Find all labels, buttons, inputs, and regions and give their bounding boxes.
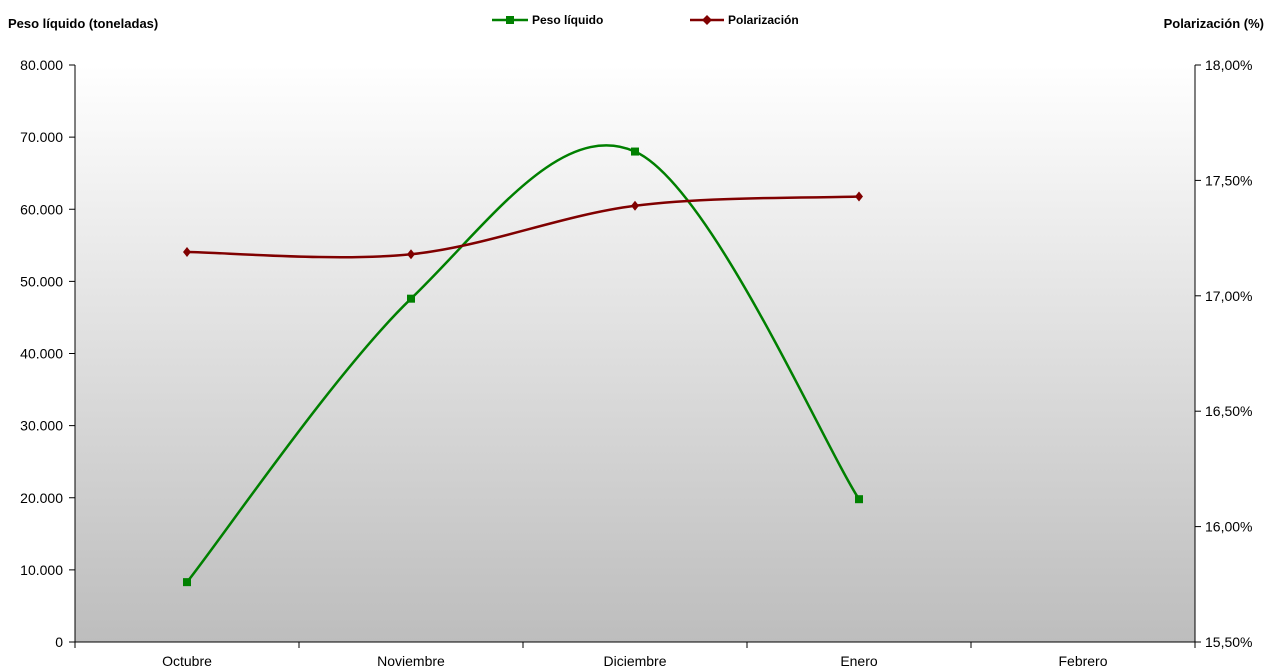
y2-tick-label: 15,50% — [1205, 634, 1252, 650]
y-tick-label: 60.000 — [20, 201, 63, 217]
legend-item-peso: Peso líquido — [492, 13, 603, 27]
y-axis-title: Peso líquido (toneladas) — [8, 16, 158, 31]
y-tick-label: 0 — [55, 634, 63, 650]
x-tick-label: Enero — [840, 653, 878, 669]
series-line-polarizacion — [186, 195, 860, 259]
plot-area — [75, 65, 1195, 642]
legend-item-polarizacion: Polarización — [690, 13, 799, 27]
y-tick-label: 10.000 — [20, 562, 63, 578]
y2-tick-label: 18,00% — [1205, 57, 1252, 73]
legend-marker-polarizacion — [702, 15, 712, 25]
y2-tick-label: 17,50% — [1205, 172, 1252, 188]
series-layer — [183, 144, 863, 587]
y2-tick-label: 16,00% — [1205, 519, 1252, 535]
legend: Peso líquido Polarización — [492, 13, 799, 27]
legend-label-polarizacion: Polarización — [728, 13, 799, 27]
legend-marker-peso — [506, 16, 514, 24]
data-point-peso — [407, 294, 415, 303]
data-point-peso — [631, 147, 639, 156]
y-tick-label: 20.000 — [20, 490, 63, 506]
y2-axis-title: Polarización (%) — [1164, 16, 1264, 31]
legend-label-peso: Peso líquido — [532, 13, 603, 27]
x-tick-label: Octubre — [162, 653, 212, 669]
data-point-peso — [183, 578, 191, 587]
x-tick-label: Diciembre — [603, 653, 666, 669]
series-line-peso — [186, 144, 861, 583]
data-point-polarizacion — [407, 249, 415, 260]
y2-tick-label: 16,50% — [1205, 403, 1252, 419]
y-tick-label: 30.000 — [20, 418, 63, 434]
x-tick-label: Febrero — [1058, 653, 1107, 669]
y-tick-label: 70.000 — [20, 129, 63, 145]
data-point-polarizacion — [183, 246, 191, 257]
x-tick-label: Noviembre — [377, 653, 445, 669]
data-point-polarizacion — [631, 200, 639, 211]
y-tick-label: 40.000 — [20, 346, 63, 362]
data-point-peso — [855, 495, 863, 504]
y-tick-label: 50.000 — [20, 273, 63, 289]
y-tick-label: 80.000 — [20, 57, 63, 73]
axes: 0 10.000 20.000 30.000 40.000 50.000 60.000 70.… — [20, 57, 1252, 669]
data-point-polarizacion — [855, 191, 863, 202]
y2-tick-label: 17,00% — [1205, 288, 1252, 304]
